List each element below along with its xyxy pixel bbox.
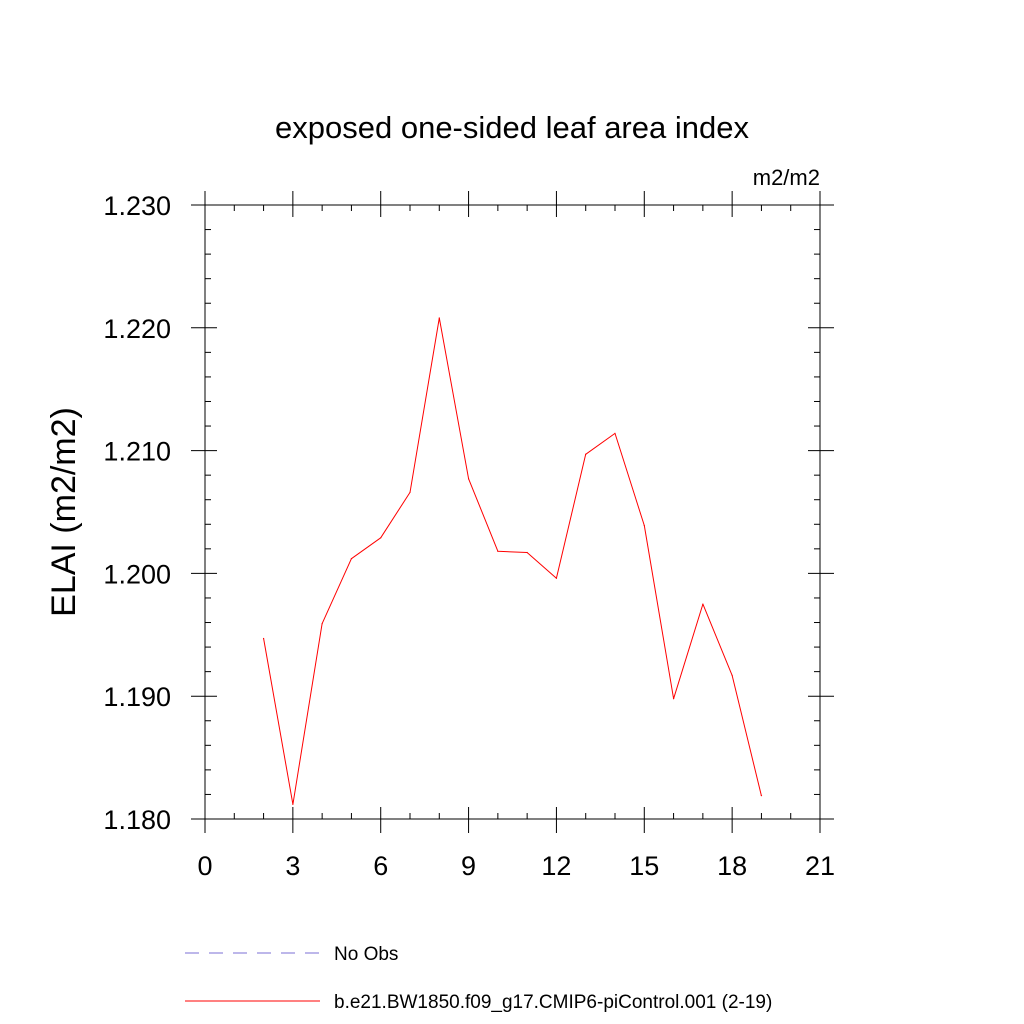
x-tick-label: 21 (805, 851, 835, 881)
data-point (731, 674, 733, 676)
legend-label-no-obs: No Obs (334, 944, 398, 965)
y-tick-label: 1.230 (103, 191, 171, 221)
units-label: m2/m2 (753, 165, 820, 190)
minor-ticks (205, 205, 820, 819)
data-point (702, 603, 704, 605)
data-point (321, 623, 323, 625)
data-point (585, 453, 587, 455)
data-point (467, 478, 470, 480)
y-tick-labels: 1.180 1.190 1.200 1.210 1.220 1.230 (103, 191, 171, 835)
y-tick-label: 1.190 (103, 682, 171, 712)
data-point (555, 577, 558, 579)
series-lines (262, 317, 763, 805)
y-tick-label: 1.200 (103, 559, 171, 589)
x-tick-label: 6 (373, 851, 388, 881)
plot-frame (204, 204, 821, 820)
x-tick-labels: 0 3 6 9 12 15 18 21 (197, 851, 835, 881)
data-point (292, 803, 294, 805)
chart-title: exposed one-sided leaf area index (275, 110, 749, 145)
y-tick-label: 1.180 (103, 805, 171, 835)
data-point (643, 524, 645, 527)
major-ticks (191, 191, 834, 833)
x-tick-label: 3 (285, 851, 300, 881)
data-point (262, 637, 265, 640)
data-point (614, 432, 616, 435)
data-point (409, 491, 411, 493)
x-tick-label: 12 (541, 851, 571, 881)
x-tick-label: 9 (461, 851, 476, 881)
data-point (497, 550, 499, 552)
y-axis-label: ELAI (m2/m2) (45, 407, 83, 617)
data-point (438, 317, 440, 319)
y-tick-label: 1.210 (103, 437, 171, 467)
legend: No Obs b.e21.BW1850.f09_g17.CMIP6-piCont… (185, 944, 772, 1013)
data-point (380, 537, 382, 539)
data-point (526, 551, 528, 554)
y-tick-label: 1.220 (103, 314, 171, 344)
data-point (760, 795, 763, 797)
legend-label-model: b.e21.BW1850.f09_g17.CMIP6-piControl.001… (334, 992, 772, 1013)
data-point (672, 698, 675, 700)
x-tick-label: 0 (197, 851, 212, 881)
x-tick-label: 15 (629, 851, 659, 881)
series-line-1 (263, 317, 762, 805)
x-tick-label: 18 (717, 851, 747, 881)
data-point (350, 558, 353, 560)
